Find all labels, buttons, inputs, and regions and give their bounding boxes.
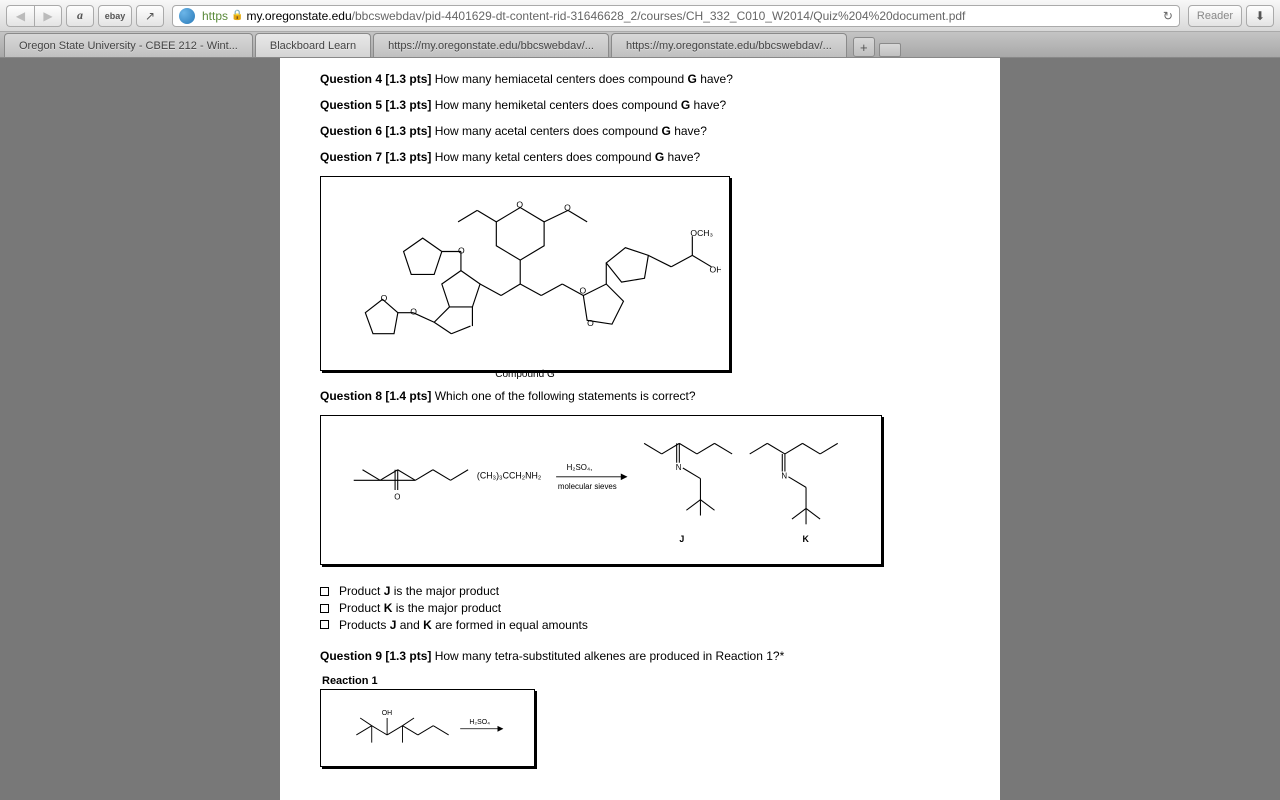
pdf-viewport[interactable]: Question 4 [1.3 pts] How many hemiacetal… xyxy=(0,58,1280,800)
new-tab-button[interactable]: + xyxy=(853,37,875,57)
tab-overview-button[interactable] xyxy=(879,43,901,57)
question-5: Question 5 [1.3 pts] How many hemiketal … xyxy=(320,98,960,112)
forward-button[interactable]: ▶ xyxy=(34,5,62,27)
q8-choices: Product J is the major product Product K… xyxy=(320,583,960,633)
svg-text:OH: OH xyxy=(710,265,721,275)
choice-j[interactable]: Product J is the major product xyxy=(320,583,960,600)
svg-text:(CH₃)₃CCH₂NH₂: (CH₃)₃CCH₂NH₂ xyxy=(477,471,541,481)
reaction-1-label: Reaction 1 xyxy=(322,675,960,687)
url-domain: my.oregonstate.edu xyxy=(246,9,351,23)
back-button[interactable]: ◀ xyxy=(6,5,34,27)
svg-text:O: O xyxy=(516,200,523,210)
url-path: /bbcswebdav/pid-4401629-dt-content-rid-3… xyxy=(352,9,966,23)
svg-text:O: O xyxy=(394,493,400,502)
choice-k[interactable]: Product K is the major product xyxy=(320,600,960,617)
browser-toolbar: ◀ ▶ a ebay ↗ https 🔒 my.oregonstate.edu … xyxy=(0,0,1280,32)
svg-text:O: O xyxy=(381,293,388,303)
svg-text:O: O xyxy=(587,318,594,328)
svg-text:O: O xyxy=(458,245,465,255)
ebay-bookmark[interactable]: ebay xyxy=(98,5,132,27)
svg-text:O: O xyxy=(564,202,571,212)
reader-button[interactable]: Reader xyxy=(1188,5,1242,27)
svg-text:molecular sieves: molecular sieves xyxy=(558,482,617,491)
svg-text:OCH₃: OCH₃ xyxy=(690,228,713,238)
svg-text:N: N xyxy=(676,463,682,472)
svg-text:H₂SO₄: H₂SO₄ xyxy=(469,720,490,727)
question-4: Question 4 [1.3 pts] How many hemiacetal… xyxy=(320,72,960,86)
question-9: Question 9 [1.3 pts] How many tetra-subs… xyxy=(320,649,960,663)
question-6: Question 6 [1.3 pts] How many acetal cen… xyxy=(320,124,960,138)
svg-text:O: O xyxy=(579,286,586,296)
downloads-button[interactable]: ⬇ xyxy=(1246,5,1274,27)
tab-0[interactable]: Oregon State University - CBEE 212 - Win… xyxy=(4,33,253,57)
question-7: Question 7 [1.3 pts] How many ketal cent… xyxy=(320,150,960,164)
choice-equal[interactable]: Products J and K are formed in equal amo… xyxy=(320,617,960,634)
svg-text:OH: OH xyxy=(382,710,392,717)
tab-2[interactable]: https://my.oregonstate.edu/bbcswebdav/..… xyxy=(373,33,609,57)
svg-text:O: O xyxy=(410,307,417,317)
svg-text:N: N xyxy=(781,472,787,481)
compound-g-caption: Compound G xyxy=(329,369,721,380)
tab-bar: Oregon State University - CBEE 212 - Win… xyxy=(0,32,1280,58)
share-button[interactable]: ↗ xyxy=(136,5,164,27)
reload-icon[interactable]: ↻ xyxy=(1163,9,1173,23)
question-8: Question 8 [1.4 pts] Which one of the fo… xyxy=(320,389,960,403)
url-bar[interactable]: https 🔒 my.oregonstate.edu /bbcswebdav/p… xyxy=(172,5,1180,27)
compound-g-figure: O O O O O O O OCH₃ OH Compound G xyxy=(320,176,730,371)
pdf-page: Question 4 [1.3 pts] How many hemiacetal… xyxy=(280,58,1000,800)
tab-1[interactable]: Blackboard Learn xyxy=(255,33,371,57)
svg-text:H₂SO₄,: H₂SO₄, xyxy=(567,463,593,472)
reaction-jk-figure: O (CH₃)₃CCH₂NH₂ H₂SO₄, molecular sieves … xyxy=(320,415,882,565)
reaction-1-figure: OH H₂SO₄ xyxy=(320,689,535,767)
tab-3[interactable]: https://my.oregonstate.edu/bbcswebdav/..… xyxy=(611,33,847,57)
site-icon xyxy=(179,8,195,24)
svg-text:K: K xyxy=(803,534,810,544)
lock-icon: 🔒 xyxy=(231,10,243,21)
amazon-bookmark[interactable]: a xyxy=(66,5,94,27)
svg-text:J: J xyxy=(679,534,684,544)
url-scheme: https xyxy=(202,9,228,23)
nav-buttons: ◀ ▶ xyxy=(6,5,62,27)
